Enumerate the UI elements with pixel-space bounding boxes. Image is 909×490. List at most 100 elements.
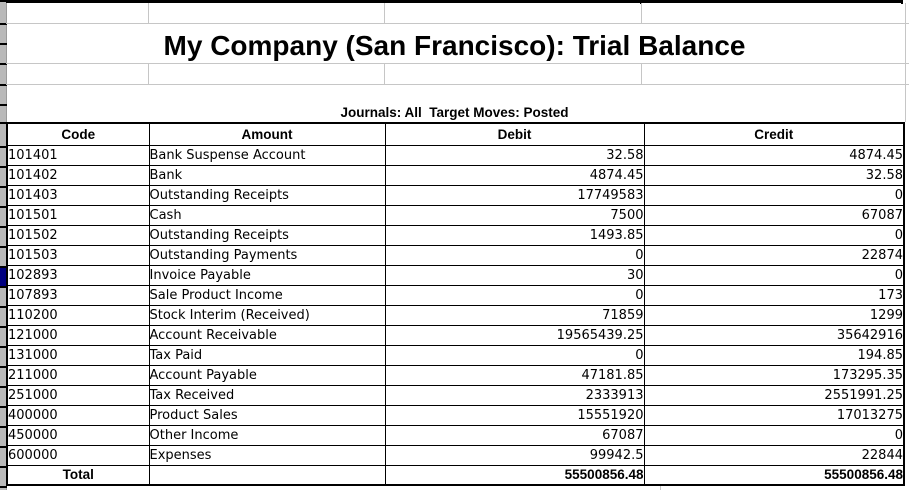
cell-code[interactable]: 110200: [6, 304, 150, 326]
cell-code[interactable]: 101403: [6, 184, 150, 206]
selected-row-indicator: [0, 268, 7, 286]
cell-debit[interactable]: 32.58: [384, 144, 645, 166]
column-header-debit[interactable]: Debit: [384, 122, 645, 146]
table-row-selected: 102893 Invoice Payable 30 0: [6, 264, 905, 286]
cell-amount[interactable]: Invoice Payable: [148, 264, 386, 286]
cell-debit[interactable]: 1493.85: [384, 224, 645, 246]
cell-credit[interactable]: 4874.45: [643, 144, 905, 166]
cell-credit[interactable]: 2551991.25: [643, 384, 905, 406]
cell-debit[interactable]: 0: [384, 344, 645, 366]
cell-amount[interactable]: Outstanding Receipts: [148, 224, 386, 246]
cell-credit[interactable]: 22844: [643, 444, 905, 466]
cell-amount[interactable]: Stock Interim (Received): [148, 304, 386, 326]
cell-credit[interactable]: 0: [643, 424, 905, 446]
cell-credit[interactable]: 22874: [643, 244, 905, 266]
cell-code[interactable]: 101503: [6, 244, 150, 266]
row-boundary-tick: [0, 84, 7, 86]
cell-code[interactable]: 121000: [6, 324, 150, 346]
cell-debit[interactable]: 71859: [384, 304, 645, 326]
total-amount-empty[interactable]: [148, 464, 386, 486]
total-row: Total 55500856.48 55500856.48: [6, 464, 905, 486]
cell-credit[interactable]: 35642916: [643, 324, 905, 346]
column-header-code[interactable]: Code: [6, 122, 150, 146]
total-label[interactable]: Total: [6, 464, 150, 486]
cell-amount[interactable]: Outstanding Receipts: [148, 184, 386, 206]
cell-debit[interactable]: 0: [384, 244, 645, 266]
cell-code[interactable]: 101502: [6, 224, 150, 246]
cell-code[interactable]: 211000: [6, 364, 150, 386]
cell-debit[interactable]: 17749583: [384, 184, 645, 206]
total-credit[interactable]: 55500856.48: [643, 464, 905, 486]
page-break-tick: [640, 0, 642, 4]
cell-debit[interactable]: 4874.45: [384, 164, 645, 186]
column-header-credit[interactable]: Credit: [643, 122, 905, 146]
cell-amount[interactable]: Tax Paid: [148, 344, 386, 366]
cell-code[interactable]: 450000: [6, 424, 150, 446]
cell-code[interactable]: 101501: [6, 204, 150, 226]
cell-debit[interactable]: 19565439.25: [384, 324, 645, 346]
gridline-v: [148, 63, 149, 84]
cell-amount[interactable]: Outstanding Payments: [148, 244, 386, 266]
table-row: 251000 Tax Received 2333913 2551991.25: [6, 384, 905, 406]
cell-amount[interactable]: Cash: [148, 204, 386, 226]
cell-code[interactable]: 400000: [6, 404, 150, 426]
gridline-v: [641, 3, 642, 23]
cell-code[interactable]: 101401: [6, 144, 150, 166]
cell-debit[interactable]: 67087: [384, 424, 645, 446]
cell-code[interactable]: 107893: [6, 284, 150, 306]
table-row: 101501 Cash 7500 67087: [6, 204, 905, 226]
total-debit[interactable]: 55500856.48: [384, 464, 645, 486]
table-row: 600000 Expenses 99942.5 22844: [6, 444, 905, 466]
row-boundary-tick: [0, 23, 7, 25]
cell-code[interactable]: 251000: [6, 384, 150, 406]
table-row: 211000 Account Payable 47181.85 173295.3…: [6, 364, 905, 386]
cell-credit[interactable]: 67087: [643, 204, 905, 226]
report-filters-line[interactable]: Journals: All Target Moves: Posted: [340, 105, 569, 120]
cell-credit[interactable]: 32.58: [643, 164, 905, 186]
column-header-amount[interactable]: Amount: [148, 122, 386, 146]
cell-code[interactable]: 102893: [6, 264, 150, 286]
cell-credit[interactable]: 173295.35: [643, 364, 905, 386]
cell-credit[interactable]: 1299: [643, 304, 905, 326]
cell-amount[interactable]: Product Sales: [148, 404, 386, 426]
table-row: 101401 Bank Suspense Account 32.58 4874.…: [6, 144, 905, 166]
row-boundary-tick: [0, 43, 7, 45]
cell-credit[interactable]: 0: [643, 224, 905, 246]
cell-code[interactable]: 131000: [6, 344, 150, 366]
table-row: 101402 Bank 4874.45 32.58: [6, 164, 905, 186]
cell-amount[interactable]: Account Receivable: [148, 324, 386, 346]
page-break-border: [6, 0, 903, 3]
cell-amount[interactable]: Bank Suspense Account: [148, 144, 386, 166]
cell-debit[interactable]: 2333913: [384, 384, 645, 406]
gridline-h: [6, 84, 909, 85]
cell-code[interactable]: 101402: [6, 164, 150, 186]
cell-debit[interactable]: 0: [384, 284, 645, 306]
table-row: 131000 Tax Paid 0 194.85: [6, 344, 905, 366]
header-row: Code Amount Debit Credit: [6, 122, 905, 146]
cell-credit[interactable]: 17013275: [643, 404, 905, 426]
cell-credit[interactable]: 0: [643, 264, 905, 286]
cell-debit[interactable]: 7500: [384, 204, 645, 226]
gridline-v: [148, 3, 149, 23]
cell-credit[interactable]: 0: [643, 184, 905, 206]
cell-code[interactable]: 600000: [6, 444, 150, 466]
cell-debit[interactable]: 47181.85: [384, 364, 645, 386]
report-title[interactable]: My Company (San Francisco): Trial Balanc…: [163, 30, 746, 61]
cell-amount[interactable]: Sale Product Income: [148, 284, 386, 306]
cell-amount[interactable]: Bank: [148, 164, 386, 186]
cell-amount[interactable]: Account Payable: [148, 364, 386, 386]
page-break-tick: [901, 0, 903, 4]
trial-balance-table: Code Amount Debit Credit 101401 Bank Sus…: [6, 122, 905, 486]
cell-debit[interactable]: 30: [384, 264, 645, 286]
cell-debit[interactable]: 15551920: [384, 404, 645, 426]
cell-credit[interactable]: 173: [643, 284, 905, 306]
table-row: 101503 Outstanding Payments 0 22874: [6, 244, 905, 266]
cell-credit[interactable]: 194.85: [643, 344, 905, 366]
cell-amount[interactable]: Expenses: [148, 444, 386, 466]
cell-amount[interactable]: Other Income: [148, 424, 386, 446]
row-boundary-tick: [0, 122, 7, 124]
cell-amount[interactable]: Tax Received: [148, 384, 386, 406]
gridline-v: [660, 486, 661, 490]
cell-debit[interactable]: 99942.5: [384, 444, 645, 466]
